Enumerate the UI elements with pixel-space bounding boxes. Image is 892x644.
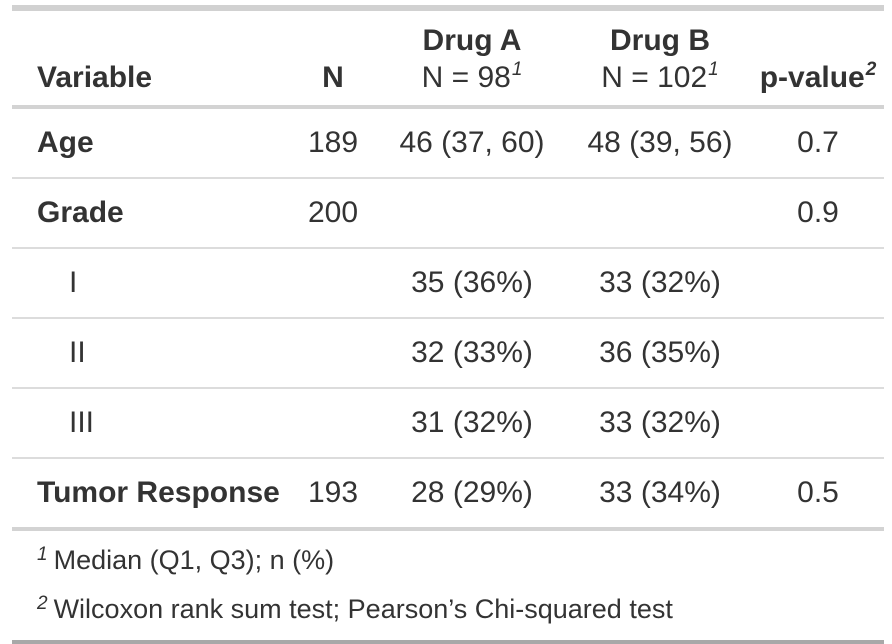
table-body: Age 189 46 (37, 60) 48 (39, 56) 0.7 Grad…	[12, 107, 884, 529]
cell-drug-a: 35 (36%)	[411, 266, 533, 299]
cell-n	[290, 248, 376, 318]
column-header-variable: Variable	[12, 8, 290, 107]
footnote-1: 1 Median (Q1, Q3); n (%)	[12, 529, 884, 585]
row-label: Age	[37, 126, 94, 159]
summary-table-container: Variable N Drug A N = 981 Drug B N = 102…	[12, 5, 884, 644]
table-row-tumor-response: Tumor Response 193 28 (29%) 33 (34%) 0.5	[12, 458, 884, 529]
row-label: I	[69, 266, 78, 299]
footnote-2: 2 Wilcoxon rank sum test; Pearson’s Chi-s…	[12, 585, 884, 643]
column-header-p-value: p-value2	[752, 8, 884, 107]
table-row-grade-3: III 31 (32%) 33 (32%)	[12, 388, 884, 458]
column-header-variable-label: Variable	[37, 61, 153, 94]
cell-p-value: 0.7	[797, 126, 839, 159]
footnote-mark-2-icon: 2	[865, 59, 877, 80]
cell-drug-b	[568, 178, 752, 248]
header-row: Variable N Drug A N = 981 Drug B N = 102…	[12, 8, 884, 107]
footnote-mark-1-icon: 1	[37, 544, 48, 565]
footnote-1-text: Median (Q1, Q3); n (%)	[53, 545, 335, 575]
cell-drug-b: 33 (32%)	[599, 266, 721, 299]
column-header-drug-a-title: Drug A	[422, 24, 522, 57]
cell-drug-a: 32 (33%)	[411, 336, 533, 369]
cell-drug-b: 33 (34%)	[599, 476, 721, 509]
cell-drug-b: 48 (39, 56)	[587, 126, 733, 159]
footnote-mark-1-icon: 1	[511, 59, 523, 80]
table-row-grade-1: I 35 (36%) 33 (32%)	[12, 248, 884, 318]
table-footnotes: 1 Median (Q1, Q3); n (%) 2 Wilcoxon rank s…	[12, 529, 884, 643]
row-label: III	[69, 406, 95, 439]
footnote-mark-1-icon: 1	[708, 59, 719, 80]
column-header-drug-b-n: N = 1021	[601, 59, 719, 94]
column-header-drug-b: Drug B N = 1021	[568, 8, 752, 107]
footnote-row-2: 2 Wilcoxon rank sum test; Pearson’s Chi-s…	[12, 585, 884, 643]
cell-n	[290, 388, 376, 458]
cell-p-value	[752, 248, 884, 318]
table-row-age: Age 189 46 (37, 60) 48 (39, 56) 0.7	[12, 107, 884, 178]
cell-p-value: 0.5	[797, 476, 839, 509]
column-header-n-label: N	[322, 61, 344, 94]
cell-p-value: 0.9	[797, 196, 839, 229]
cell-p-value	[752, 388, 884, 458]
row-label: II	[69, 336, 86, 369]
cell-n: 189	[307, 126, 359, 159]
column-header-drug-a-n: N = 981	[421, 59, 523, 94]
table-row-grade-2: II 32 (33%) 36 (35%)	[12, 318, 884, 388]
table-row-grade: Grade 200 0.9	[12, 178, 884, 248]
row-label: Tumor Response	[37, 476, 280, 509]
cell-p-value	[752, 318, 884, 388]
cell-n: 200	[307, 196, 359, 229]
cell-n: 193	[307, 476, 359, 509]
cell-drug-b: 33 (32%)	[599, 406, 721, 439]
cell-drug-a: 31 (32%)	[411, 406, 533, 439]
row-label: Grade	[37, 196, 124, 229]
footnote-2-text: Wilcoxon rank sum test; Pearson’s Chi-sq…	[53, 594, 673, 624]
cell-drug-a: 46 (37, 60)	[399, 126, 545, 159]
cell-drug-a	[376, 178, 568, 248]
table-header: Variable N Drug A N = 981 Drug B N = 102…	[12, 8, 884, 107]
column-header-drug-b-title: Drug B	[610, 24, 710, 57]
summary-table: Variable N Drug A N = 981 Drug B N = 102…	[12, 5, 884, 644]
footnote-mark-2-icon: 2	[37, 593, 48, 614]
column-header-drug-a: Drug A N = 981	[376, 8, 568, 107]
cell-n	[290, 318, 376, 388]
column-header-p-value-label: p-value	[759, 61, 865, 94]
cell-drug-b: 36 (35%)	[599, 336, 721, 369]
cell-drug-a: 28 (29%)	[411, 476, 533, 509]
footnote-row-1: 1 Median (Q1, Q3); n (%)	[12, 529, 884, 585]
column-header-n: N	[290, 8, 376, 107]
